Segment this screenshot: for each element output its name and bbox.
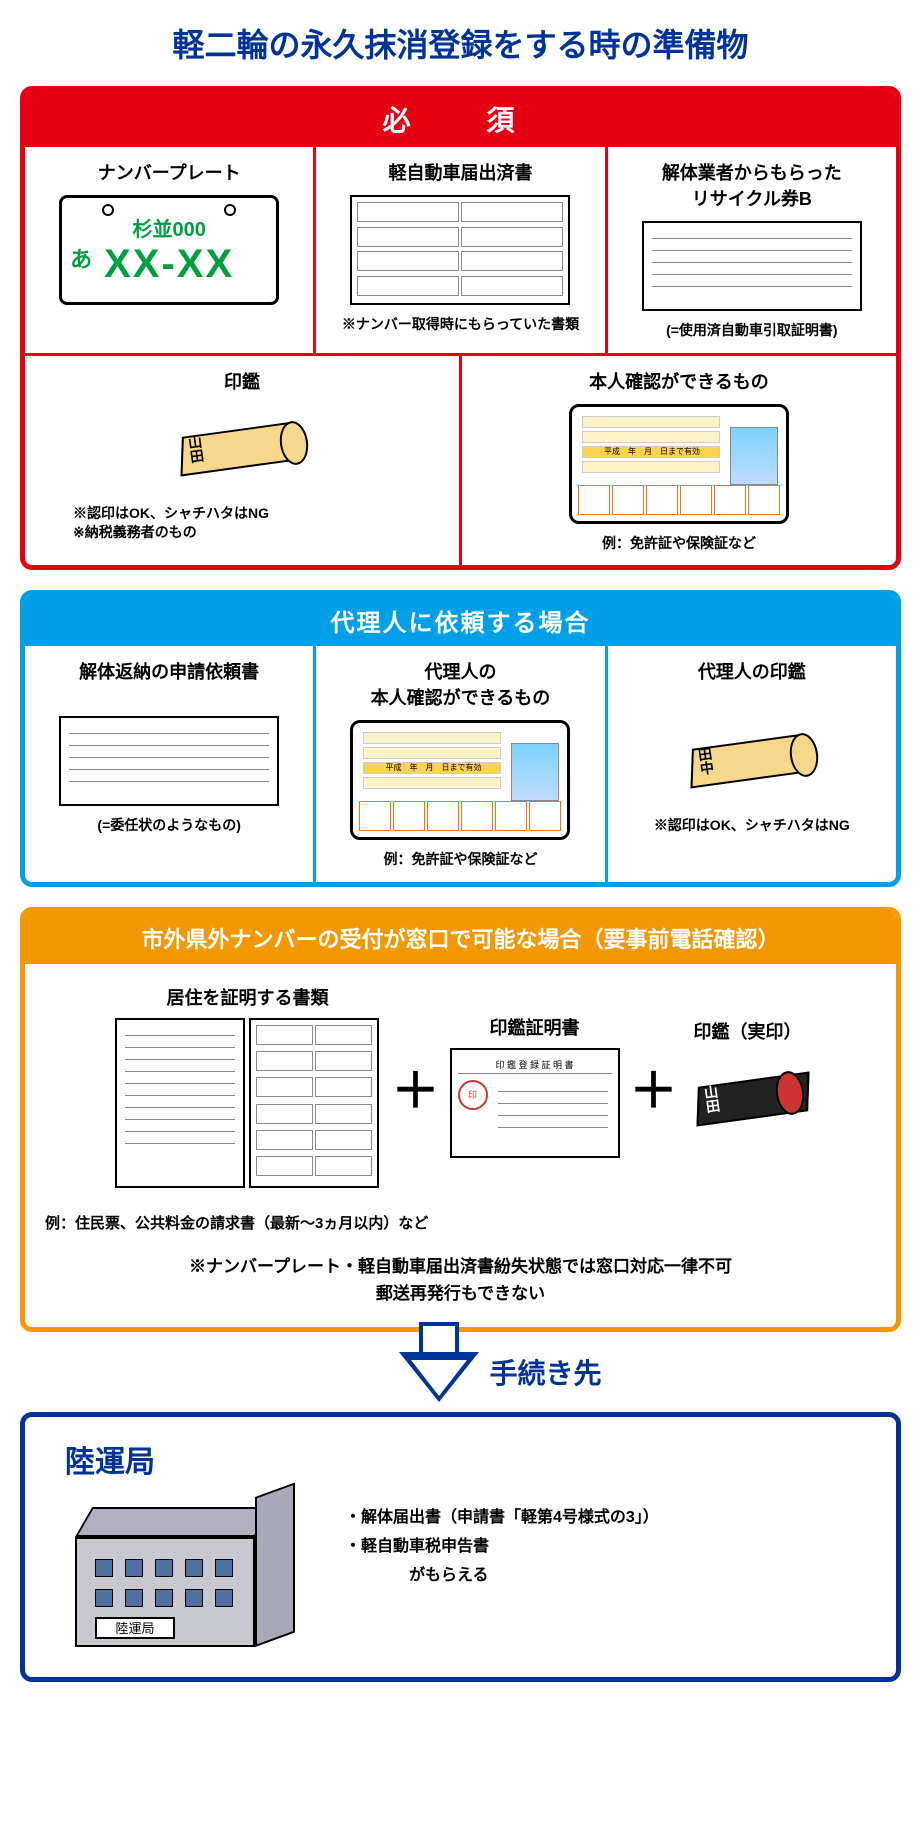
seal-name: 山田 [700,1084,724,1115]
id-valid-text: 平成 年 月 日まで有効 [582,446,720,458]
document-icon [642,221,862,311]
license-plate-icon: あ 杉並000 XX-XX [59,195,279,305]
item-proxy-id: 代理人の 本人確認ができるもの 平成 年 月 日まで有効 例：免許証や保険証など [313,646,604,882]
arrow-section: 手続き先 [20,1352,901,1402]
item-jitsuin: 印鑑（実印） 山田 [688,1018,808,1154]
item-inkan-cert-title: 印鑑証明書 [450,1014,620,1040]
item-id-title: 本人確認ができるもの [470,368,888,394]
plate-number: XX-XX [104,242,234,287]
section-required-header: 必 須 [25,91,896,147]
item-proxy-seal-note: ※認印はOK、シャチハタはNG [616,816,888,836]
building-icon: 陸運局 陸運局 [45,1447,325,1647]
destination-docs: ・解体届出書（申請書「軽第4号様式の3」） ・軽自動車税申告書 がもらえる [345,1504,659,1590]
arrow-down-icon [399,1352,479,1402]
building-sign: 陸運局 [95,1617,175,1639]
certificate-icon: 印 鑑 登 録 証 明 書 印 [450,1048,620,1158]
item-plate-title: ナンバープレート [33,159,305,185]
section-outside-header: 市外県外ナンバーの受付が窓口で可能な場合（要事前電話確認） [25,912,896,964]
item-todokede-note: ※ナンバー取得時にもらっていた書類 [324,315,596,335]
section-outside: 市外県外ナンバーの受付が窓口で可能な場合（要事前電話確認） 居住を証明する書類 … [20,907,901,1332]
outside-warning: ※ナンバープレート・軽自動車届出済書紛失状態では窓口対応一律不可 郵送再発行もで… [45,1253,876,1307]
section-proxy: 代理人に依頼する場合 解体返納の申請依頼書 (=委任状のようなもの) 代理人の … [20,590,901,887]
item-todokede: 軽自動車届出済書 ※ナンバー取得時にもらっていた書類 [313,147,604,353]
id-valid-text: 平成 年 月 日まで有効 [363,762,501,774]
outside-example: 例：住民票、公共料金の請求書（最新～3ヵ月以内）など [45,1212,876,1233]
item-seal: 印鑑 山田 ※認印はOK、シャチハタはNG ※納税義務者のもの [25,356,459,566]
seal-icon: 山田 [688,1059,808,1139]
item-recycle: 解体業者からもらった リサイクル券B (=使用済自動車引取証明書) [605,147,896,353]
section-proxy-header: 代理人に依頼する場合 [25,595,896,646]
section-destination: 陸運局 陸運局 ・解体届出書（申請書「軽第4号様式の3」） ・軽自動車税申告書 … [20,1412,901,1682]
seal-icon: 山田 [172,409,312,489]
seal-name: 山田 [184,433,208,464]
item-residence-title: 居住を証明する書類 [113,984,381,1010]
item-residence: 居住を証明する書類 [113,984,381,1188]
item-id: 本人確認ができるもの 平成 年 月 日まで有効 例：免許証や保険証など [459,356,896,566]
item-jitsuin-title: 印鑑（実印） [688,1018,808,1044]
plus-icon: ＋ [391,1051,439,1121]
destination-name: 陸運局 [65,1437,155,1481]
document-icon [350,195,570,305]
section-required: 必 須 ナンバープレート あ 杉並000 XX-XX 軽自動車届出済書 ※ナンバ… [20,86,901,570]
plate-hiragana: あ [70,242,92,274]
item-request-note: (=委任状のようなもの) [33,816,305,836]
item-proxy-seal: 代理人の印鑑 田中 ※認印はOK、シャチハタはNG [605,646,896,882]
arrow-label: 手続き先 [489,1352,601,1392]
item-seal-title: 印鑑 [33,368,451,394]
id-card-icon: 平成 年 月 日まで有効 [569,404,789,524]
item-proxy-id-title: 代理人の 本人確認ができるもの [324,658,596,710]
document-icon [249,1018,379,1188]
document-icon [115,1018,245,1188]
seal-name: 田中 [694,746,718,777]
id-card-icon: 平成 年 月 日まで有効 [350,720,570,840]
main-title: 軽二輪の永久抹消登録をする時の準備物 [20,20,901,66]
item-request: 解体返納の申請依頼書 (=委任状のようなもの) [25,646,313,882]
item-recycle-note: (=使用済自動車引取証明書) [616,321,888,341]
plate-region: 杉並000 [132,213,205,242]
document-icon [59,716,279,806]
plus-icon: ＋ [630,1051,678,1121]
item-plate: ナンバープレート あ 杉並000 XX-XX [25,147,313,353]
item-proxy-id-note: 例：免許証や保険証など [324,850,596,870]
item-request-title: 解体返納の申請依頼書 [33,658,305,706]
item-proxy-seal-title: 代理人の印鑑 [616,658,888,706]
item-id-note: 例：免許証や保険証など [470,534,888,554]
item-todokede-title: 軽自動車届出済書 [324,159,596,185]
item-inkan-cert: 印鑑証明書 印 鑑 登 録 証 明 書 印 [450,1014,620,1158]
item-recycle-title: 解体業者からもらった リサイクル券B [616,159,888,211]
seal-icon: 田中 [682,721,822,801]
item-seal-note: ※認印はOK、シャチハタはNG ※納税義務者のもの [33,504,451,543]
